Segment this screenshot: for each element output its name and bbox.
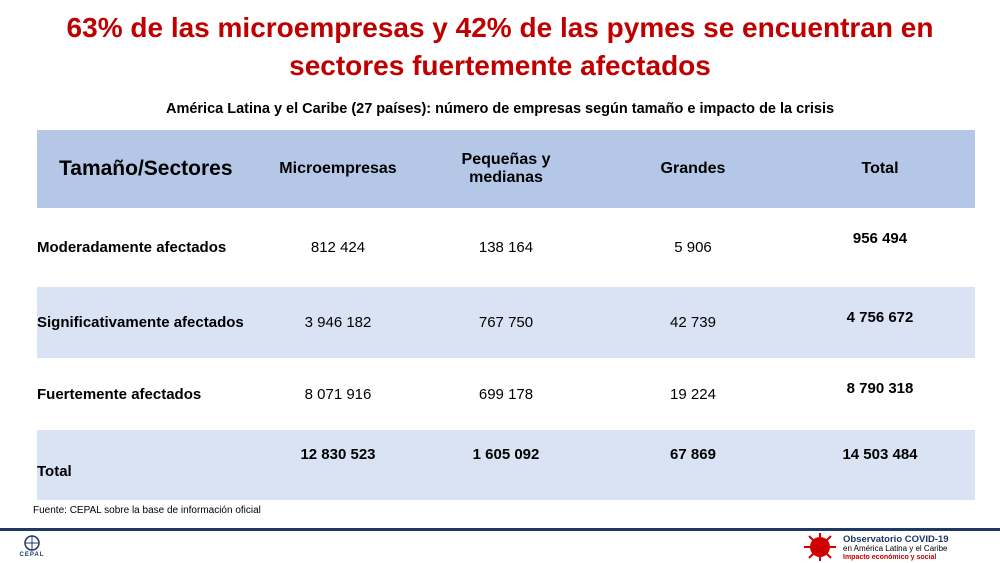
header-row: Tamaño/Sectores Microempresas Pequeñas y…: [37, 130, 975, 208]
table-cell: 767 750: [411, 287, 601, 358]
table-row: Fuertemente afectados 8 071 916 699 178 19 …: [37, 358, 975, 430]
table-cell: 699 178: [478, 385, 534, 403]
row-label: Fuertemente afectados: [37, 385, 202, 403]
table-cell: 42 739: [601, 287, 785, 358]
table-body: Moderadamente afectados 812 424 138 164 5 9…: [37, 208, 975, 500]
table-cell: 8 790 318: [846, 380, 914, 397]
table-cell: 138 164: [478, 239, 534, 256]
header-cell: Microempresas: [265, 130, 411, 208]
table-cell: 19 224: [670, 385, 716, 403]
table-cell: 14 503 484: [785, 430, 975, 500]
un-emblem: [24, 535, 40, 551]
header-cell: Pequeñas y medianas: [411, 130, 601, 208]
table-cell: 3 946 182: [265, 287, 411, 358]
table-cell: 4 756 672: [785, 287, 975, 358]
observatorio-logo: Observatorio COVID-19 en América Latina …: [843, 535, 949, 562]
table-cell: 5 906: [674, 239, 712, 256]
source: Fuente: CEPAL sobre la base de informaci…: [33, 505, 261, 516]
table-cell: 812 424: [310, 239, 366, 256]
table-row: Moderadamente afectados 812 424 138 164 5 9…: [37, 208, 975, 287]
header-cell: Tamaño/Sectores: [37, 130, 265, 208]
table-row: Significativamente afectados 3 946 182 767…: [37, 287, 975, 358]
table-cell: 67 869: [601, 430, 785, 500]
logo-line: en América Latina y el Caribe: [843, 544, 948, 553]
table-cell: 956 494: [852, 230, 908, 247]
subtitle: América Latina y el Caribe (27 países): …: [165, 101, 835, 117]
header-cell: Grandes: [601, 130, 785, 208]
row-label: Moderadamente afectados: [37, 239, 227, 256]
footer-rule: [0, 528, 1000, 531]
virus-icon: [804, 533, 836, 561]
title-line: 63% de las microempresas y 42% de las py…: [66, 12, 934, 43]
logo-line: Impacto económico y social: [843, 554, 937, 561]
header-cell: Total: [785, 130, 975, 208]
table-cell: 1 605 092: [411, 430, 601, 500]
table-row: Total 12 830 523 1 605 092 67 869 14 503 484: [37, 430, 975, 500]
row-label: Significativamente afectados: [37, 287, 265, 358]
table-cell: 12 830 523: [265, 430, 411, 500]
row-label: Total: [37, 430, 265, 500]
logo-line: Observatorio COVID-19: [843, 534, 949, 545]
title-line: sectores fuertemente afectados: [289, 50, 711, 81]
data-table: Tamaño/Sectores Microempresas Pequeñas y…: [37, 130, 975, 500]
cepal-logo: CEPAL: [19, 552, 45, 558]
table-cell: 8 071 916: [304, 385, 372, 403]
